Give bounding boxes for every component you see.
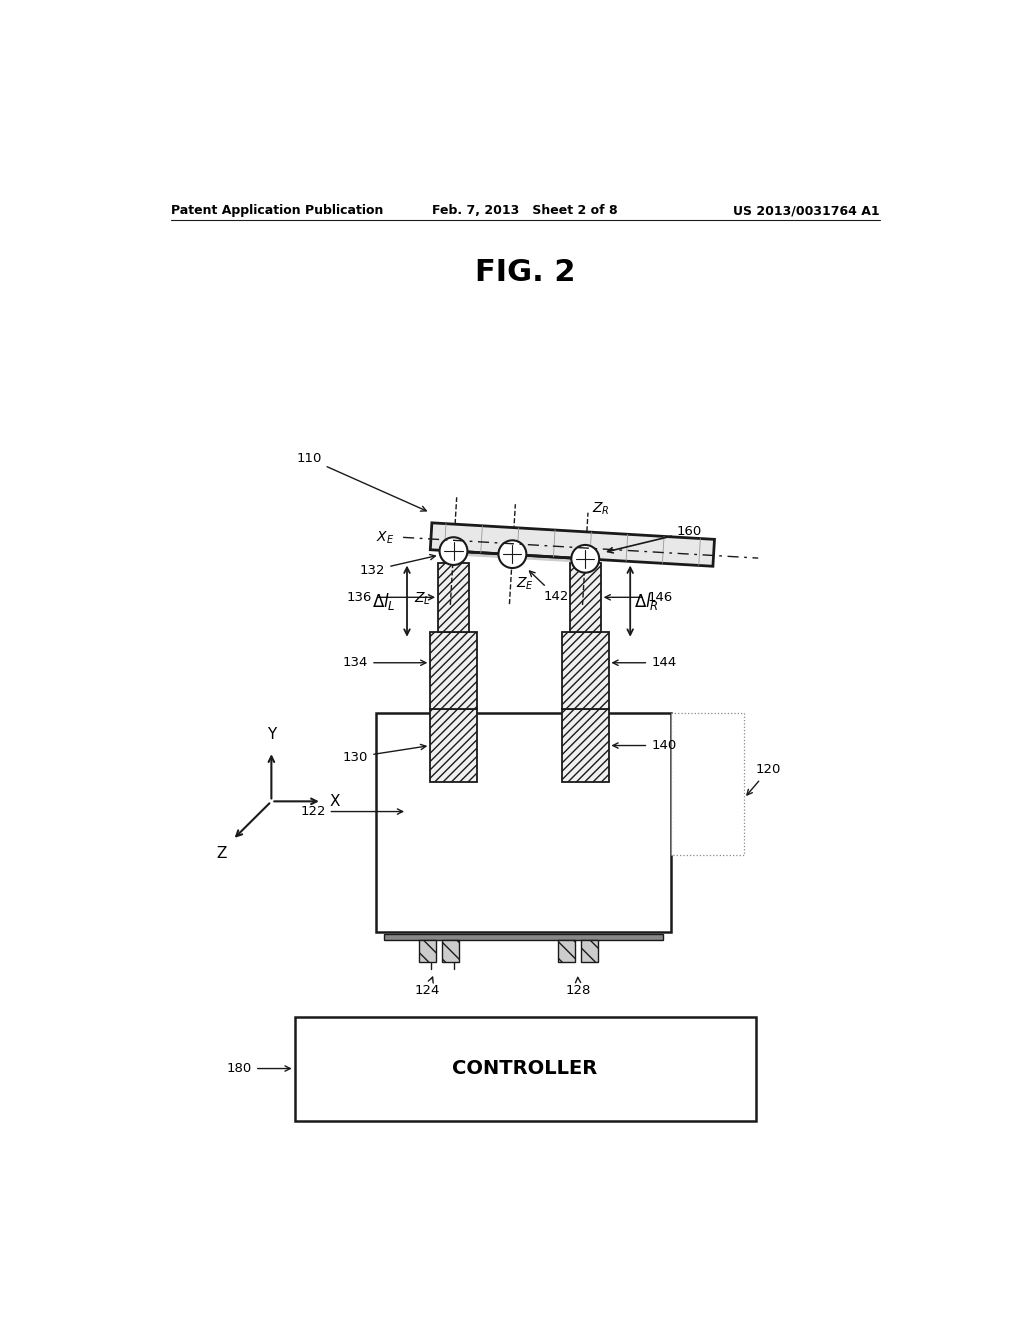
Bar	[671, 713, 744, 855]
Text: Y: Y	[266, 727, 276, 742]
Bar	[295, 1016, 756, 1121]
Text: X: X	[330, 793, 340, 809]
Text: 140: 140	[612, 739, 677, 752]
Text: 120: 120	[746, 763, 781, 795]
Text: Patent Application Publication: Patent Application Publication	[171, 205, 383, 218]
Bar	[442, 940, 459, 961]
Text: CONTROLLER: CONTROLLER	[453, 1059, 597, 1078]
Bar	[569, 562, 601, 632]
Bar	[558, 940, 575, 961]
Bar	[562, 709, 608, 781]
Text: $Z_E$: $Z_E$	[516, 576, 535, 593]
Text: Z: Z	[216, 846, 226, 861]
Text: 144: 144	[612, 656, 677, 669]
Text: FIG. 2: FIG. 2	[474, 257, 575, 286]
Text: 160: 160	[607, 525, 701, 553]
Bar	[562, 632, 608, 709]
Text: 136: 136	[347, 591, 434, 603]
Text: $X_E$: $X_E$	[376, 529, 394, 545]
Circle shape	[439, 537, 467, 565]
Bar	[582, 940, 598, 961]
Text: 128: 128	[566, 977, 591, 998]
Circle shape	[499, 540, 526, 568]
Text: US 2013/0031764 A1: US 2013/0031764 A1	[733, 205, 880, 218]
Text: 142: 142	[529, 572, 568, 603]
Text: 146: 146	[605, 591, 673, 603]
Text: 134: 134	[343, 656, 426, 669]
Bar	[430, 709, 477, 781]
Text: 130: 130	[343, 744, 426, 763]
Text: 180: 180	[226, 1063, 290, 1074]
Bar	[384, 933, 663, 940]
Text: $\Delta l_R$: $\Delta l_R$	[634, 590, 659, 611]
Polygon shape	[430, 523, 715, 566]
Text: 124: 124	[415, 977, 440, 998]
Text: 122: 122	[300, 805, 402, 818]
Text: 110: 110	[296, 453, 426, 511]
Text: $\Delta l_L$: $\Delta l_L$	[372, 590, 396, 611]
Bar	[376, 713, 671, 932]
Text: 132: 132	[359, 554, 435, 577]
Text: $Z_L$: $Z_L$	[415, 590, 431, 607]
Bar	[419, 940, 435, 961]
Text: $Z_R$: $Z_R$	[592, 500, 609, 517]
Text: Feb. 7, 2013   Sheet 2 of 8: Feb. 7, 2013 Sheet 2 of 8	[432, 205, 617, 218]
Bar	[430, 632, 477, 709]
Circle shape	[571, 545, 599, 573]
Bar	[438, 562, 469, 632]
